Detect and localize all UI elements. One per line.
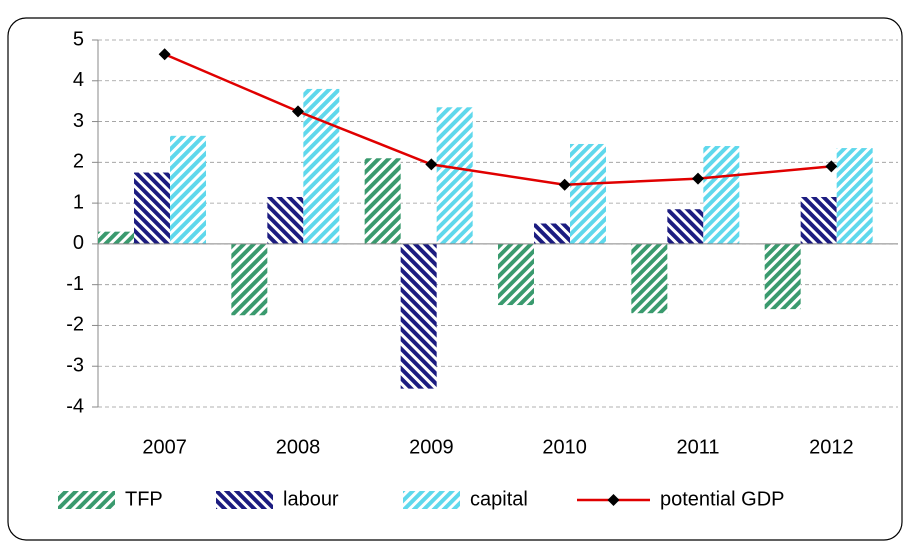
legend-label: TFP <box>125 488 163 510</box>
y-tick-label: 0 <box>73 232 84 254</box>
y-tick-label: 5 <box>73 28 84 50</box>
x-tick-label: 2012 <box>809 436 854 458</box>
bar <box>703 146 740 244</box>
x-tick-label: 2009 <box>409 436 454 458</box>
line-marker <box>558 178 571 191</box>
bar <box>364 158 401 244</box>
bar <box>631 243 668 314</box>
y-tick-label: -4 <box>66 395 84 417</box>
bar <box>400 243 437 389</box>
x-tick-label: 2007 <box>142 436 187 458</box>
line <box>164 53 832 187</box>
y-tick-label: 4 <box>73 69 84 91</box>
y-tick-label: 1 <box>73 191 84 213</box>
line-marker <box>425 158 438 171</box>
bar <box>231 243 268 316</box>
bar <box>667 209 704 244</box>
bar <box>98 231 134 244</box>
x-tick-label: 2011 <box>676 436 719 458</box>
x-tick-label: 2010 <box>542 436 587 458</box>
bar <box>134 172 170 244</box>
legend-label: capital <box>470 488 528 510</box>
line-marker <box>692 172 704 185</box>
y-tick-label: -3 <box>66 355 84 377</box>
bar <box>570 143 606 244</box>
legend-label: potential GDP <box>660 488 785 510</box>
bar <box>764 243 801 310</box>
bar <box>303 88 340 244</box>
line-marker <box>825 160 838 173</box>
legend-swatch <box>403 491 460 509</box>
bar <box>436 107 473 244</box>
chart-frame <box>7 17 903 541</box>
y-tick-label: -2 <box>66 314 84 336</box>
bar <box>498 243 534 306</box>
bar <box>267 196 304 244</box>
y-tick-label: 2 <box>73 151 84 173</box>
y-tick-label: 3 <box>73 110 84 132</box>
x-tick-label: 2008 <box>276 436 321 458</box>
bar <box>800 196 837 244</box>
line-marker <box>158 48 171 61</box>
legend-marker <box>607 494 620 506</box>
legend-label: labour <box>283 488 339 510</box>
line-marker <box>292 105 304 118</box>
bar <box>534 223 570 244</box>
bar <box>170 135 206 244</box>
legend-swatch <box>216 491 273 509</box>
y-tick-label: -1 <box>66 273 84 295</box>
bar <box>836 148 873 244</box>
legend-swatch <box>58 491 115 509</box>
